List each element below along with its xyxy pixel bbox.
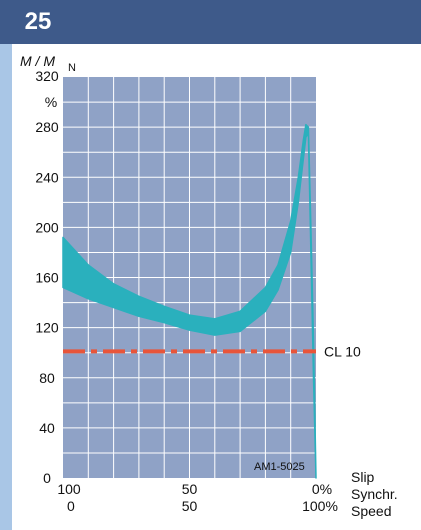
figure-code-annotation: AM1-5025 [254,461,305,473]
x-tick-label-slip: 0% [312,481,332,497]
y-tick-label: 200 [35,219,59,235]
y-tick-label: 320 [35,68,59,84]
y-axis-label: M / M [20,53,55,69]
y-axis-unit: % [45,94,57,110]
x-tick-label-speed: 0 [67,498,75,514]
x-tick-label-slip: 50 [182,481,198,497]
y-tick-label: 160 [35,270,59,286]
y-tick-label: 120 [35,320,59,336]
torque-band [62,123,317,479]
x-axis-label: Synchr. [351,486,398,502]
x-tick-label-speed: 50 [182,498,198,514]
x-axis-label: Slip [351,469,375,485]
x-tick-label-speed: 100% [302,498,338,514]
grid-lines [63,77,316,478]
x-tick-label-slip: 100 [57,481,81,497]
y-tick-label: 280 [35,119,59,135]
figure-number: 25 [0,0,76,44]
cl10-label: CL 10 [324,343,361,359]
left-accent-strip [0,44,12,530]
y-tick-label: 80 [39,370,55,386]
x-axis-label: Speed [351,503,391,519]
x-tick-labels: 100 50 0% 0 50 100% [57,481,338,514]
y-tick-label: 40 [39,420,55,436]
y-tick-labels: 0 40 80 120 160 200 240 280 320 [35,68,59,486]
y-axis-label-subscript: N [68,62,76,74]
y-tick-label: 0 [43,470,51,486]
y-tick-label: 240 [35,169,59,185]
